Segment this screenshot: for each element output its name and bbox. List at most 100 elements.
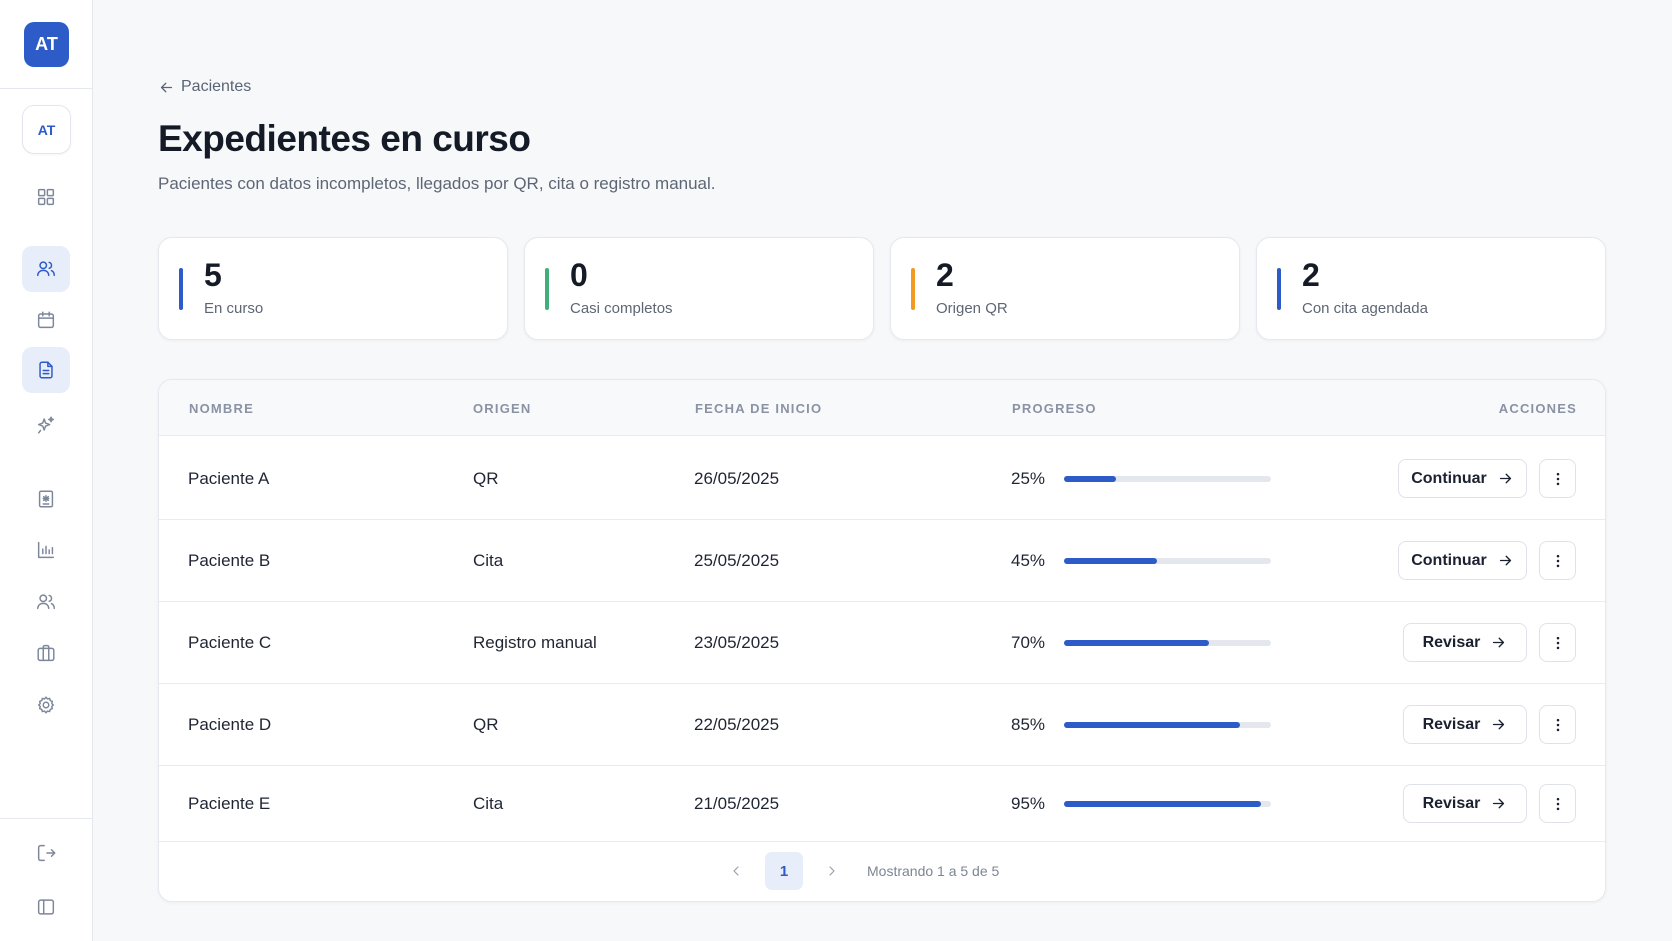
sidebar-item-medical[interactable] xyxy=(22,476,70,522)
medical-report-icon xyxy=(38,490,54,508)
row-action-label: Continuar xyxy=(1411,551,1487,569)
stat-card-scheduled: 2 Con cita agendada xyxy=(1256,237,1606,340)
row-action-label: Revisar xyxy=(1422,794,1481,812)
column-header-progress[interactable]: PROGRESO xyxy=(1012,401,1097,416)
more-vertical-icon xyxy=(1556,472,1559,485)
sidebar-item-records[interactable] xyxy=(22,347,70,393)
patient-name[interactable]: Paciente C xyxy=(188,633,272,652)
stat-accent-bar xyxy=(1277,268,1281,310)
patient-origin: Cita xyxy=(473,794,504,813)
row-more-button[interactable] xyxy=(1539,705,1576,744)
team-icon xyxy=(37,594,55,610)
brand-logo[interactable]: AT xyxy=(24,22,69,67)
grid-icon xyxy=(37,188,55,206)
back-link[interactable]: Pacientes xyxy=(158,78,251,96)
table-row: Paciente C Registro manual 23/05/2025 70% Re… xyxy=(159,602,1605,684)
sidebar-collapse-button[interactable] xyxy=(22,884,70,930)
column-header-name[interactable]: NOMBRE xyxy=(189,401,254,416)
row-more-button[interactable] xyxy=(1539,784,1576,823)
table-row: Paciente A QR 26/05/2025 25% Continuar xyxy=(159,437,1605,520)
progress-percent: 45% xyxy=(1011,551,1046,570)
column-header-start-date[interactable]: FECHA DE INICIO xyxy=(695,401,823,416)
sidebar-item-calendar[interactable] xyxy=(22,297,70,343)
progress-bar xyxy=(1064,722,1271,728)
gear-icon xyxy=(37,696,55,714)
sidebar-divider xyxy=(0,88,93,89)
stat-label: En curso xyxy=(204,300,264,317)
calendar-icon xyxy=(37,311,55,329)
stats-row: 5 En curso 0 Casi completos 2 Origen QR … xyxy=(158,237,1606,340)
row-action-button[interactable]: Revisar xyxy=(1403,784,1527,823)
row-action-button[interactable]: Continuar xyxy=(1398,459,1527,498)
table-row: Paciente B Cita 25/05/2025 45% Continuar xyxy=(159,520,1605,602)
stat-value: 0 xyxy=(570,257,588,293)
prev-page-button[interactable] xyxy=(725,860,747,882)
column-header-origin[interactable]: ORIGEN xyxy=(473,401,532,416)
patient-name[interactable]: Paciente D xyxy=(188,715,272,734)
stat-card-in-progress: 5 En curso xyxy=(158,237,508,340)
row-action-label: Continuar xyxy=(1411,469,1487,487)
stat-label: Con cita agendada xyxy=(1302,300,1428,317)
progress-bar-fill xyxy=(1064,801,1261,807)
page-subtitle: Pacientes con datos incompletos, llegado… xyxy=(158,174,716,193)
start-date: 22/05/2025 xyxy=(694,715,780,734)
start-date: 23/05/2025 xyxy=(694,633,780,652)
stat-label: Casi completos xyxy=(570,300,673,317)
row-action-button[interactable]: Revisar xyxy=(1403,705,1527,744)
users-icon xyxy=(37,261,55,277)
arrow-right-icon xyxy=(1493,798,1505,809)
more-vertical-icon xyxy=(1556,797,1559,810)
stat-accent-bar xyxy=(911,268,915,310)
row-action-label: Revisar xyxy=(1422,715,1481,733)
arrow-left-icon xyxy=(160,82,173,92)
arrow-right-icon xyxy=(1499,473,1511,484)
sidebar-item-ai[interactable] xyxy=(22,402,70,448)
table-row: Paciente E Cita 21/05/2025 95% Revisar xyxy=(159,766,1605,842)
chevron-right-icon xyxy=(829,866,835,876)
page-number-button[interactable]: 1 xyxy=(765,852,803,890)
row-more-button[interactable] xyxy=(1539,459,1576,498)
patient-origin: Cita xyxy=(473,551,504,570)
stat-accent-bar xyxy=(179,268,183,310)
document-icon xyxy=(39,361,53,379)
row-more-button[interactable] xyxy=(1539,623,1576,662)
patient-origin: Registro manual xyxy=(473,633,597,652)
more-vertical-icon xyxy=(1556,554,1559,567)
progress-bar-fill xyxy=(1064,722,1240,728)
chevron-left-icon xyxy=(733,866,739,876)
row-action-button[interactable]: Continuar xyxy=(1398,541,1527,580)
briefcase-icon xyxy=(37,644,55,662)
patient-origin: QR xyxy=(473,715,499,734)
progress-bar xyxy=(1064,640,1271,646)
sidebar-item-team[interactable] xyxy=(22,579,70,625)
sidebar-item-reports[interactable] xyxy=(22,527,70,573)
pagination: 1 Mostrando 1 a 5 de 5 xyxy=(159,842,1605,901)
pagination-summary: Mostrando 1 a 5 de 5 xyxy=(867,863,1000,879)
sidebar-item-dashboard[interactable] xyxy=(22,174,70,220)
logout-icon xyxy=(37,844,56,862)
row-action-button[interactable]: Revisar xyxy=(1403,623,1527,662)
progress-bar-fill xyxy=(1064,640,1209,646)
start-date: 21/05/2025 xyxy=(694,794,780,813)
patient-name[interactable]: Paciente B xyxy=(188,551,271,570)
patient-name[interactable]: Paciente A xyxy=(188,469,270,488)
stat-value: 5 xyxy=(204,257,222,293)
stat-card-qr-origin: 2 Origen QR xyxy=(890,237,1240,340)
bar-chart-icon xyxy=(37,541,55,559)
row-more-button[interactable] xyxy=(1539,541,1576,580)
sidebar-item-patients[interactable] xyxy=(22,246,70,292)
progress-bar-fill xyxy=(1064,476,1116,482)
stat-accent-bar xyxy=(545,268,549,310)
column-header-actions: ACCIONES xyxy=(1498,401,1577,416)
patient-name[interactable]: Paciente E xyxy=(188,794,271,813)
sparkles-icon xyxy=(37,416,55,434)
next-page-button[interactable] xyxy=(821,860,843,882)
progress-percent: 25% xyxy=(1011,469,1046,488)
user-avatar[interactable]: AT xyxy=(22,105,71,154)
logout-button[interactable] xyxy=(22,830,70,876)
sidebar-item-settings[interactable] xyxy=(22,682,70,728)
sidebar-item-services[interactable] xyxy=(22,630,70,676)
sidebar-toggle-icon xyxy=(37,899,55,915)
stat-value: 2 xyxy=(936,257,954,293)
records-table: NOMBRE ORIGEN FECHA DE INICIO PROGRESO A… xyxy=(158,379,1606,902)
